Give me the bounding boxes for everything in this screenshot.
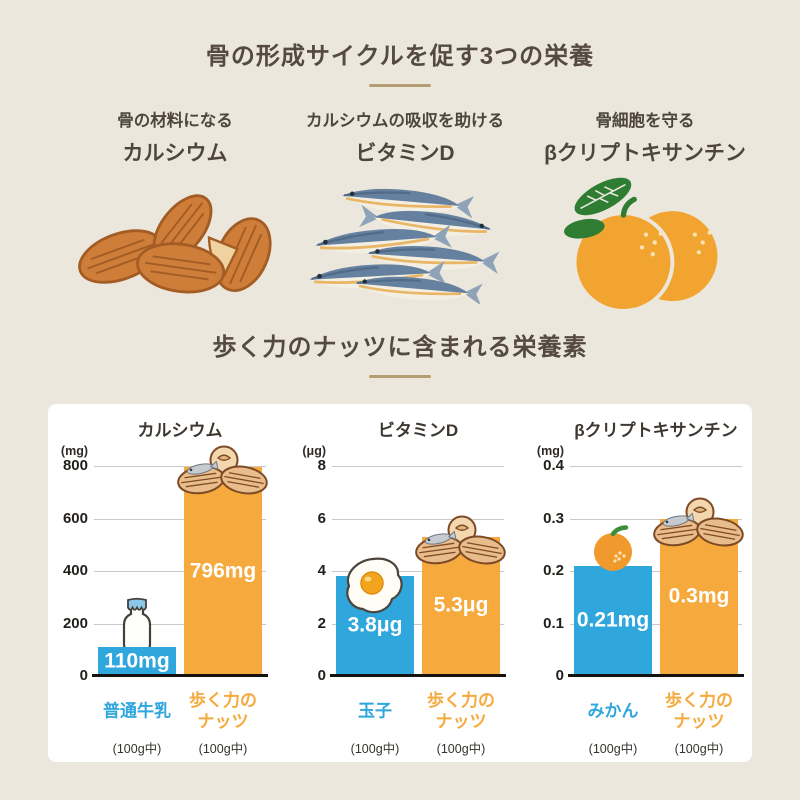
almonds-illustration (71, 181, 279, 299)
gridline (570, 466, 742, 467)
nutrient-descriptor: 骨細胞を守る (595, 112, 695, 130)
y-axis-unit: (mg) (60, 444, 88, 458)
gridline (332, 623, 504, 625)
nutrient-columns: 骨の材料になる カルシウム カルシウムの吸収を助ける ビタミンD 骨細胞を守る … (0, 107, 800, 307)
gridline (94, 571, 266, 572)
plot-area: (mg) 800 600 400 200 0 110mg 796mg (61, 444, 268, 684)
nutrient-descriptor: カルシウムの吸収を助ける (306, 112, 504, 130)
bar-sub-label: (100g中) (198, 742, 248, 756)
y-tick-label: 2 (317, 614, 326, 632)
infographic: 骨の形成サイクルを促す3つの栄養 骨の材料になる カルシウム カルシウムの吸収を… (0, 43, 800, 762)
chart-section-title: 歩く力のナッツに含まれる栄養素 (212, 334, 588, 361)
y-tick-label: 8 (317, 457, 326, 474)
chart-panel: カルシウム (mg) 800 600 400 200 0 110mg 796mg 普通牛乳 歩く力の… (48, 404, 752, 762)
nutrient-column-calcium: 骨の材料になる カルシウム (60, 107, 290, 307)
bar-category-label: 玉子 (358, 701, 392, 721)
y-tick-label: 400 (62, 562, 88, 579)
bar: 0.21mg (574, 565, 652, 676)
nutrient-descriptor: 骨の材料になる (117, 112, 233, 130)
y-tick-label: 200 (62, 614, 88, 632)
gridline (570, 518, 742, 520)
chart-section-underline (369, 375, 431, 378)
y-tick-label: 600 (62, 509, 88, 527)
bar-sub-label: (100g中) (436, 742, 486, 756)
bar-value-label: 796mg (189, 559, 257, 583)
charts-row: カルシウム (mg) 800 600 400 200 0 110mg 796mg 普通牛乳 歩く力の… (48, 404, 752, 756)
oranges-illustration (552, 172, 738, 309)
bar-value-label: 0.3mg (668, 584, 730, 608)
y-tick-label: 0.4 (543, 457, 564, 474)
sub-labels: (100g中) (100g中) (570, 738, 742, 756)
nutrient-name: βクリプトキサンチン (544, 142, 746, 165)
y-tick-label: 0.2 (543, 562, 564, 579)
y-tick-label: 6 (317, 509, 326, 527)
category-labels: 玉子 歩く力の ナッツ (332, 686, 504, 736)
x-axis-line (568, 674, 744, 677)
y-tick-label: 800 (62, 457, 88, 474)
bar-category-label: 歩く力の ナッツ (665, 690, 733, 731)
y-axis-unit: (mg) (536, 444, 564, 458)
bar: 796mg (184, 467, 262, 676)
nutrient-name: カルシウム (122, 142, 228, 165)
nutrient-column-beta-cryptoxanthin: 骨細胞を守る βクリプトキサンチン (520, 107, 770, 307)
bar-value-label: 0.21mg (576, 608, 650, 632)
gridline (94, 466, 266, 467)
bar-sub-label: (100g中) (112, 742, 162, 756)
bar-sub-label: (100g中) (350, 742, 400, 756)
chart-title: ビタミンD (377, 421, 459, 440)
y-tick-label: 4 (317, 562, 326, 579)
bar-sub-label: (100g中) (674, 742, 724, 756)
nutrient-name: ビタミンD (355, 142, 455, 165)
bar-category-label: 歩く力の ナッツ (189, 690, 257, 731)
chart-beta-cryptoxanthin: βクリプトキサンチン (mg) 0.4 0.3 0.2 0.1 0 0.21mg 0.3mg みか… (526, 416, 742, 756)
x-axis-line (92, 674, 268, 677)
fried-egg-icon (342, 556, 408, 618)
y-axis-unit: (μg) (302, 444, 326, 458)
nuts-icon (176, 443, 270, 497)
nutrient-column-vitamin-d: カルシウムの吸収を助ける ビタミンD (290, 107, 520, 307)
y-tick-label: 0 (555, 667, 564, 684)
gridline (570, 623, 742, 625)
gridline (94, 623, 266, 625)
gridline (332, 518, 504, 520)
bar-sub-label: (100g中) (588, 742, 638, 756)
nuts-icon (414, 513, 508, 567)
bar-category-label: みかん (587, 701, 639, 721)
gridline (332, 571, 504, 572)
x-axis-line (330, 674, 506, 677)
chart-vitamin-d: ビタミンD (μg) 8 6 4 2 0 3.8μg 5.3μg 玉子 歩く力の ナッツ (100g中… (288, 416, 504, 756)
bar-category-label: 歩く力の ナッツ (427, 690, 495, 731)
gridline (94, 518, 266, 520)
sub-labels: (100g中) (100g中) (94, 738, 266, 756)
title-underline (369, 84, 431, 87)
mikan-icon (586, 524, 640, 572)
chart-title: カルシウム (137, 421, 223, 440)
sub-labels: (100g中) (100g中) (332, 738, 504, 756)
y-tick-label: 0.3 (543, 509, 564, 527)
y-tick-label: 0 (79, 667, 88, 684)
plot-area: (mg) 0.4 0.3 0.2 0.1 0 0.21mg 0.3mg (537, 444, 744, 684)
sardines-illustration (302, 177, 508, 304)
gridline (332, 466, 504, 467)
chart-calcium: カルシウム (mg) 800 600 400 200 0 110mg 796mg 普通牛乳 歩く力の… (50, 416, 266, 756)
y-tick-label: 0.1 (543, 614, 564, 632)
category-labels: 普通牛乳 歩く力の ナッツ (94, 686, 266, 736)
main-title: 骨の形成サイクルを促す3つの栄養 (205, 43, 595, 70)
gridline (570, 571, 742, 572)
y-tick-label: 0 (317, 667, 326, 684)
bar-category-label: 普通牛乳 (103, 701, 171, 721)
plot-area: (μg) 8 6 4 2 0 3.8μg 5.3μg (302, 444, 506, 684)
nuts-icon (652, 495, 746, 549)
chart-title: βクリプトキサンチン (574, 421, 738, 440)
bar-value-label: 5.3μg (433, 593, 489, 617)
bar: 110mg (98, 647, 176, 676)
category-labels: みかん 歩く力の ナッツ (570, 686, 742, 736)
bar-value-label: 3.8μg (347, 613, 403, 637)
bar-value-label: 110mg (104, 649, 170, 673)
